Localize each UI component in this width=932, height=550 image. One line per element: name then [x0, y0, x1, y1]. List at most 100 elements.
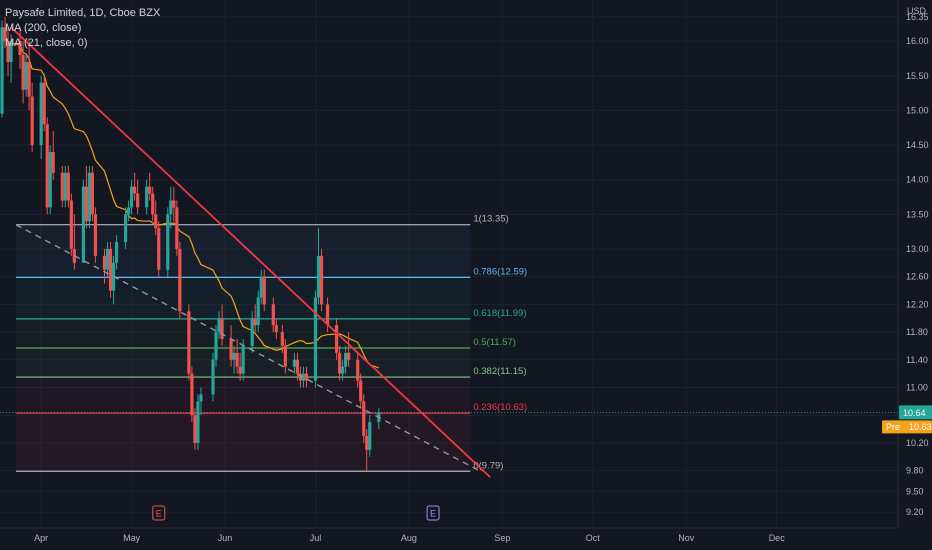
candle-body — [274, 325, 278, 333]
candle-body — [136, 193, 140, 208]
candle-body — [157, 228, 161, 270]
price-axis[interactable]: 16.35 16.00 15.50 15.00 14.50 14.00 13.50 13.00… — [882, 0, 932, 550]
candle-body — [175, 207, 179, 249]
time-tick-label: Oct — [586, 533, 601, 543]
fib-level-label: 0.618(11.99) — [473, 308, 526, 319]
candle-body — [9, 41, 13, 62]
earnings-marker-label: E — [156, 509, 162, 519]
symbol-title[interactable]: Paysafe Limited, 1D, Cboe BZX — [5, 7, 161, 19]
candle-body — [235, 352, 239, 367]
candle-body — [347, 352, 351, 360]
candle-body — [214, 332, 218, 360]
candle-body — [241, 345, 245, 374]
candle-body — [66, 172, 70, 201]
price-tick-label: 15.00 — [906, 105, 929, 115]
candle-body — [211, 359, 215, 395]
price-tick-label: 9.20 — [906, 507, 924, 517]
price-tick-label: 16.35 — [906, 12, 929, 22]
candle-body — [81, 186, 85, 263]
candle-body — [93, 214, 98, 256]
pre-badge-label: Pre — [886, 422, 900, 432]
candle-body — [229, 338, 233, 360]
candle-body — [51, 151, 55, 173]
fib-level-label: 0.786(12.59) — [473, 266, 527, 277]
candle-body — [133, 186, 137, 194]
price-tick-label: 16.00 — [906, 36, 929, 46]
candle-body — [217, 318, 221, 333]
time-axis[interactable]: Apr May Jun Jul Aug Sep Oct Nov Dec — [0, 527, 898, 543]
candle-body — [102, 255, 107, 270]
chart-legend: Paysafe Limited, 1D, Cboe BZX MA (200, c… — [5, 6, 160, 51]
candle-body — [319, 255, 324, 305]
candle-body — [148, 186, 152, 194]
ma21-polyline — [1, 27, 380, 369]
fib-level-label: 0.236(10.63) — [473, 402, 527, 413]
fib-zone-band — [16, 377, 471, 414]
price-axis-panel — [898, 0, 932, 550]
candle-body — [304, 373, 309, 381]
candle-body — [283, 345, 287, 367]
candle-body — [27, 61, 31, 97]
fib-level-label: 0.5(11.57) — [473, 337, 516, 348]
fib-zone-band — [16, 224, 471, 278]
candle-body — [365, 435, 369, 450]
candle-body — [145, 186, 149, 208]
ma21-line — [1, 27, 380, 369]
candle-body — [341, 366, 345, 374]
candle-body — [368, 422, 372, 450]
ma200-legend[interactable]: MA (200, close) — [5, 22, 82, 34]
candle-body — [0, 27, 4, 114]
candle-body — [21, 55, 25, 90]
candle-body — [334, 325, 339, 353]
candle-body — [199, 394, 203, 402]
candle-body — [18, 41, 22, 56]
candle-body — [338, 352, 342, 374]
candle-body — [193, 415, 197, 443]
fib-level-label: 1(13.35) — [473, 214, 508, 225]
candle-body — [220, 318, 224, 339]
price-tick-label: 11.40 — [906, 355, 928, 365]
candle-body — [359, 380, 363, 402]
price-tick-label: 13.00 — [906, 244, 929, 254]
fib-level-label: 0.382(11.15) — [473, 366, 526, 377]
candle-body — [130, 186, 134, 208]
time-tick-label: Nov — [678, 533, 695, 543]
candle-body — [344, 352, 348, 367]
candle-body — [90, 172, 95, 215]
candle-body — [108, 248, 113, 291]
price-tick-label: 12.60 — [906, 272, 929, 282]
candle-body — [69, 200, 73, 249]
pre-badge-price: 10.63 — [909, 422, 932, 432]
trendlines[interactable] — [0, 26, 898, 478]
candle-body — [24, 61, 28, 90]
red-trendline — [10, 26, 491, 478]
candle-body — [127, 207, 131, 215]
candle-body — [87, 172, 92, 222]
fib-level-label: 0(9.79) — [473, 460, 503, 471]
candle-body — [362, 401, 366, 436]
time-tick-label: Dec — [769, 533, 786, 543]
candle-body — [178, 248, 182, 312]
fib-retracement[interactable]: 1(13.35) 0.786(12.59) 0.618(11.99) 0.5(11.5… — [16, 214, 527, 472]
price-tick-label: 9.50 — [906, 486, 924, 496]
price-tick-label: 11.80 — [906, 327, 928, 337]
candle-body — [105, 248, 110, 270]
last-price-badge — [899, 405, 932, 420]
ma21-legend[interactable]: MA (21, close, 0) — [5, 37, 88, 49]
candle-body — [123, 214, 128, 243]
price-tick-label: 14.00 — [906, 175, 929, 185]
fib-zone-band — [16, 277, 471, 319]
candle-body — [45, 124, 49, 208]
candle-body — [42, 82, 46, 125]
earnings-marker — [426, 505, 440, 521]
candle-body — [316, 255, 321, 298]
price-tick-label: 11.00 — [906, 382, 928, 392]
candle-body — [30, 96, 34, 146]
candle-body — [187, 311, 191, 374]
candle-body — [84, 186, 89, 222]
time-tick-label: May — [123, 533, 141, 543]
price-tick-label: 12.20 — [906, 299, 929, 309]
candle-body — [271, 304, 275, 326]
